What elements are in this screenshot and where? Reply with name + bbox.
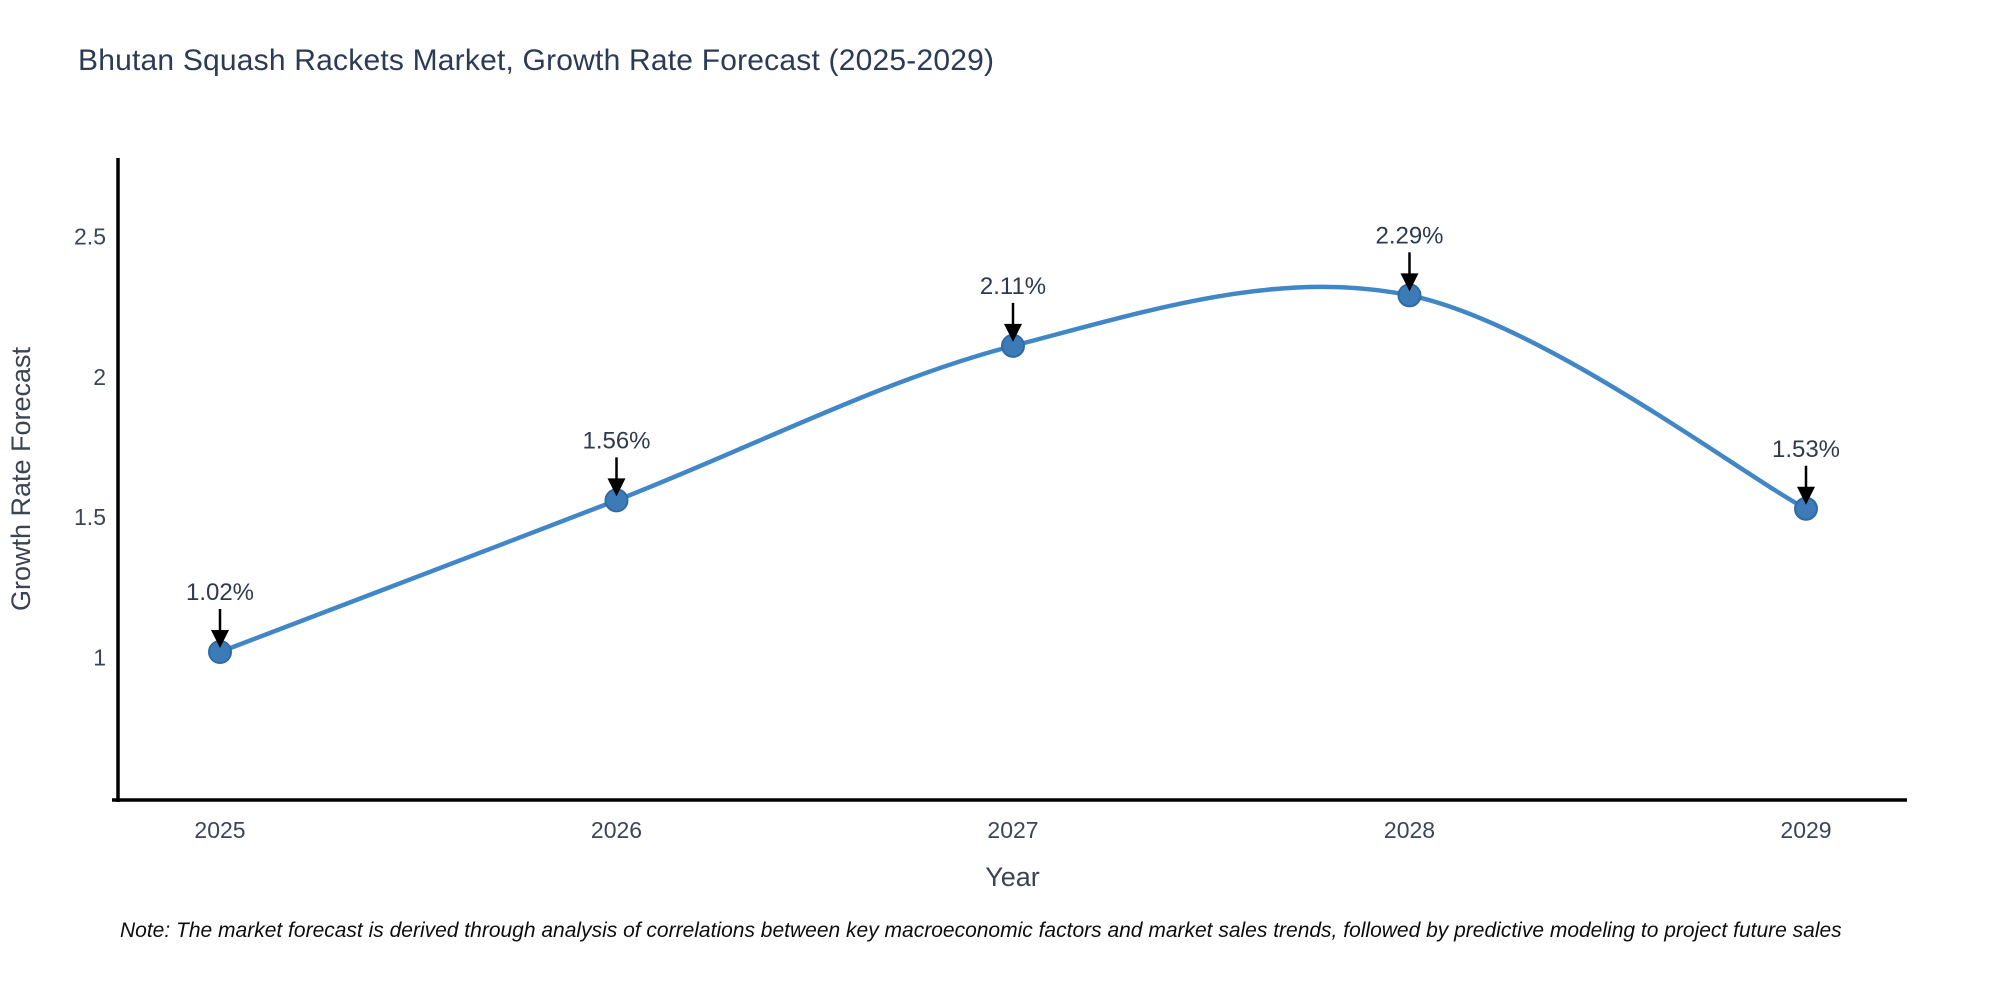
data-point-label: 2.29% [1375, 222, 1443, 249]
chart-footnote: Note: The market forecast is derived thr… [120, 919, 1842, 942]
annotation-arrow-head [1400, 273, 1419, 292]
x-axis-title: Year [985, 862, 1040, 892]
data-point-label: 1.53% [1772, 436, 1840, 463]
data-point-label: 2.11% [980, 273, 1046, 300]
y-tick-label: 1 [93, 645, 106, 671]
annotation-arrow-head [1004, 323, 1022, 342]
y-tick-label: 1.5 [74, 504, 106, 530]
x-tick-label: 2029 [1780, 817, 1831, 843]
annotation-arrow-head [1797, 486, 1815, 505]
chart-title: Bhutan Squash Rackets Market, Growth Rat… [78, 44, 995, 77]
y-axis-title: Growth Rate Forecast [6, 346, 36, 611]
x-tick-label: 2027 [987, 817, 1038, 843]
data-point-label: 1.56% [582, 427, 650, 454]
y-tick-label: 2.5 [74, 223, 106, 249]
x-tick-label: 2025 [194, 817, 245, 843]
annotation-arrow-head [607, 478, 626, 497]
annotation-arrow-head [211, 629, 229, 648]
x-tick-label: 2026 [591, 817, 642, 843]
x-tick-label: 2028 [1384, 817, 1435, 843]
y-tick-label: 2 [93, 364, 106, 390]
data-point-label: 1.02% [186, 579, 254, 606]
